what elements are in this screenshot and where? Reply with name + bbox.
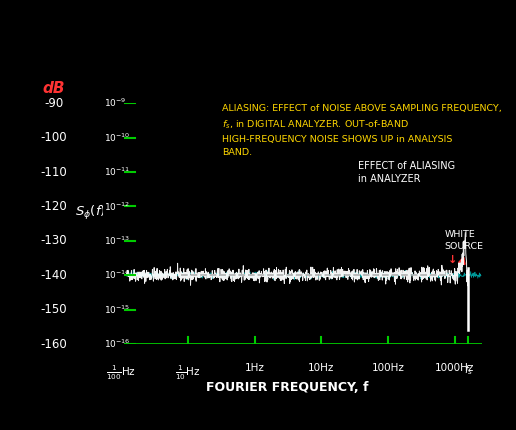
Text: 1000Hz: 1000Hz — [435, 363, 475, 373]
Text: $10^{-15}$: $10^{-15}$ — [104, 304, 131, 316]
Text: $10^{-13}$: $10^{-13}$ — [104, 235, 131, 247]
Text: $\frac{1}{100}$Hz: $\frac{1}{100}$Hz — [106, 363, 136, 382]
Text: EFFECT of ALIASING
in ANALYZER: EFFECT of ALIASING in ANALYZER — [358, 161, 455, 184]
Text: $10^{-16}$: $10^{-16}$ — [104, 338, 131, 350]
Text: $S_\phi(f)$: $S_\phi(f)$ — [75, 204, 106, 222]
Text: $\mathbf{\downarrow}$: $\mathbf{\downarrow}$ — [445, 252, 456, 264]
Text: $\frac{1}{10}$Hz: $\frac{1}{10}$Hz — [175, 363, 201, 382]
Text: -130: -130 — [40, 234, 67, 247]
Text: -150: -150 — [40, 303, 67, 316]
Text: -100: -100 — [40, 131, 67, 144]
Text: ALIASING: EFFECT of NOISE ABOVE SAMPLING FREQUENCY,
$f_s$, in DIGITAL ANALYZER. : ALIASING: EFFECT of NOISE ABOVE SAMPLING… — [222, 104, 502, 157]
Text: WHITE
SOURCE: WHITE SOURCE — [444, 230, 483, 251]
Text: -120: -120 — [40, 200, 67, 213]
Text: FOURIER FREQUENCY, f: FOURIER FREQUENCY, f — [206, 381, 368, 394]
Text: dB: dB — [42, 81, 65, 96]
Text: $10^{-12}$: $10^{-12}$ — [104, 200, 131, 212]
Text: $10^{-9}$: $10^{-9}$ — [104, 97, 126, 109]
Text: -110: -110 — [40, 166, 67, 178]
Text: -160: -160 — [40, 338, 67, 350]
Text: $10^{-14}$: $10^{-14}$ — [104, 269, 131, 281]
Text: -90: -90 — [44, 97, 63, 110]
Text: 1Hz: 1Hz — [245, 363, 265, 373]
Text: $10^{-10}$: $10^{-10}$ — [104, 132, 131, 144]
Text: -140: -140 — [40, 269, 67, 282]
Text: $10^{-11}$: $10^{-11}$ — [104, 166, 131, 178]
Text: 10Hz: 10Hz — [308, 363, 334, 373]
Text: 100Hz: 100Hz — [372, 363, 405, 373]
Text: $f_s$: $f_s$ — [464, 363, 473, 377]
